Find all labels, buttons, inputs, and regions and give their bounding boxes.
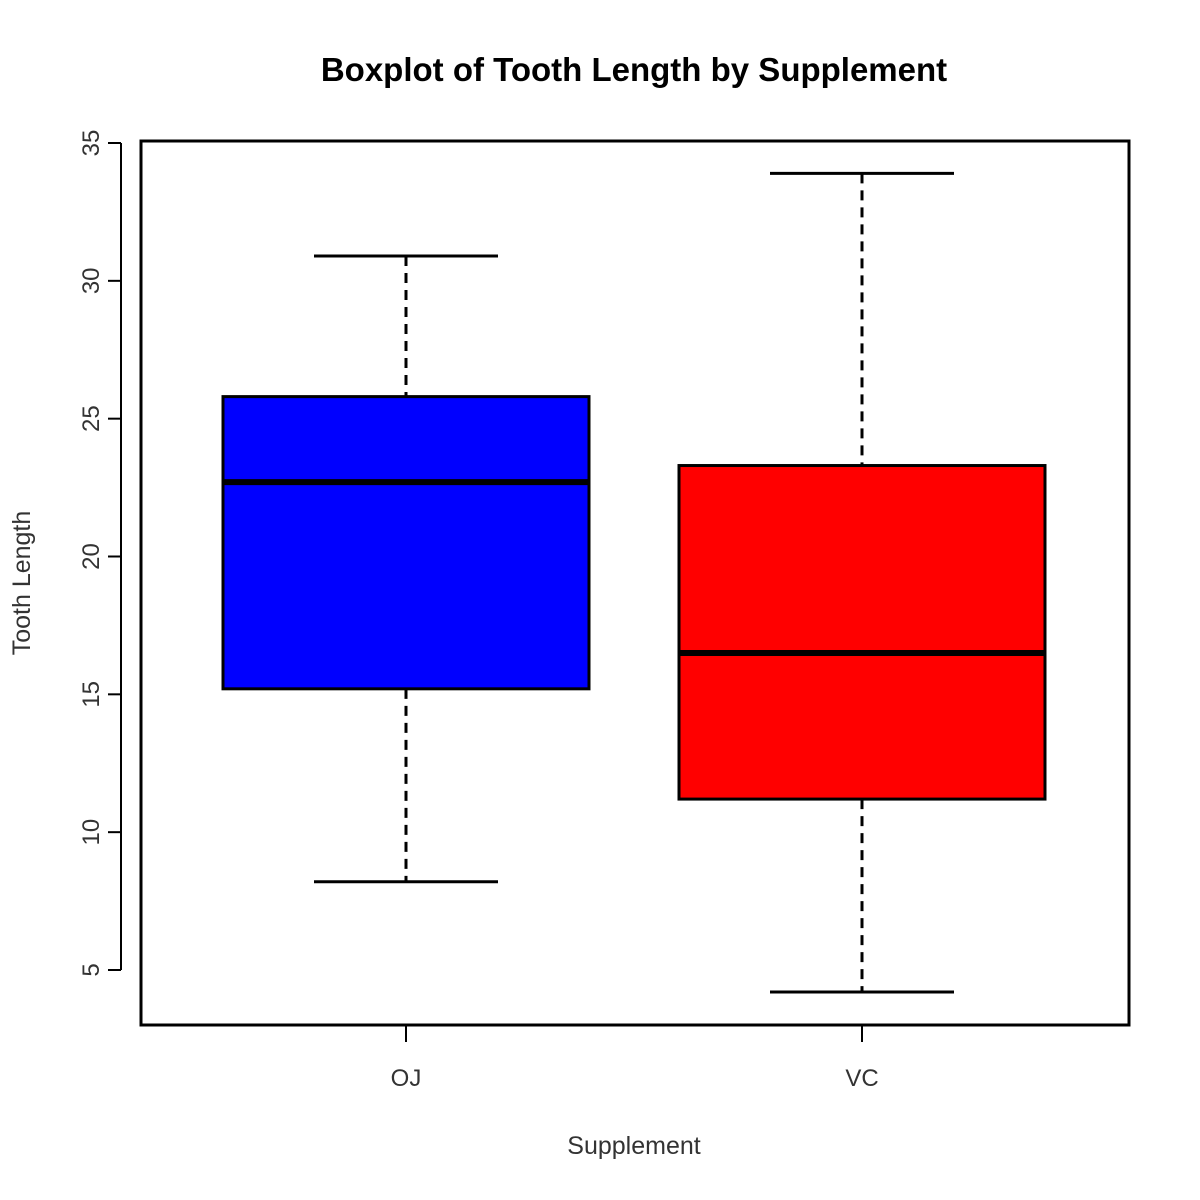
box-vc	[677, 171, 1047, 994]
y-axis: 5 10 15 20 25 30 35	[78, 130, 122, 977]
y-tick-label-30: 30	[78, 267, 105, 294]
iqr-box-vc	[677, 464, 1047, 801]
x-tick-label-oj: OJ	[391, 1065, 422, 1092]
plot-frame	[139, 139, 1131, 1027]
x-axis-label: Supplement	[567, 1132, 700, 1160]
y-tick-label-5: 5	[78, 963, 105, 976]
chart-title: Boxplot of Tooth Length by Supplement	[321, 51, 947, 88]
box-oj	[221, 254, 591, 884]
boxes-layer	[221, 171, 1047, 994]
y-tick-label-15: 15	[78, 681, 105, 708]
y-tick-label-35: 35	[78, 130, 105, 157]
x-axis: OJ VC	[391, 1025, 879, 1092]
y-tick-label-20: 20	[78, 543, 105, 570]
iqr-box-oj	[221, 395, 591, 691]
y-tick-label-10: 10	[78, 819, 105, 846]
y-tick-label-25: 25	[78, 405, 105, 432]
y-axis-label: Tooth Length	[8, 511, 36, 656]
x-tick-label-vc: VC	[845, 1065, 878, 1092]
